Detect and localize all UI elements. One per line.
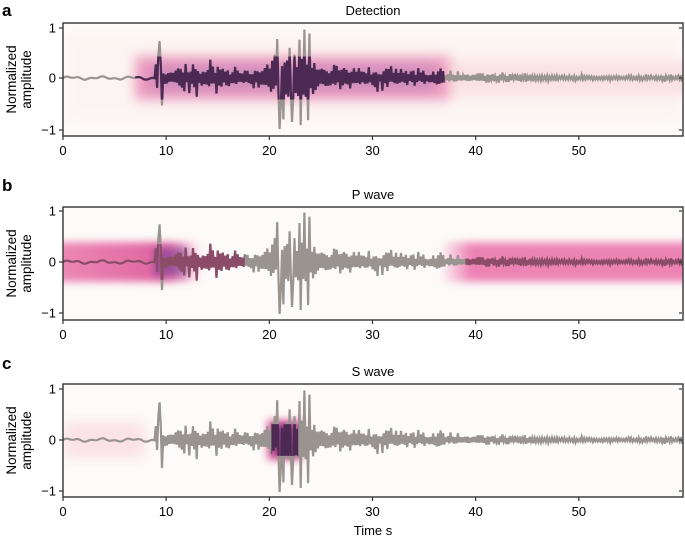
x-tick-label: 20 <box>262 143 276 158</box>
panel-letter: a <box>2 1 12 20</box>
y-tick-label: 1 <box>49 204 56 219</box>
y-tick-label: −1 <box>41 484 56 499</box>
y-axis-label-line2: amplitude <box>19 50 34 109</box>
x-tick-label: 30 <box>365 504 379 519</box>
y-tick-label: 1 <box>49 382 56 397</box>
panel-title: Detection <box>346 3 401 18</box>
x-tick-label: 10 <box>159 327 173 342</box>
x-tick-label: 0 <box>59 504 66 519</box>
x-tick-label: 50 <box>572 143 586 158</box>
y-axis-label-line2: amplitude <box>19 234 34 293</box>
x-tick-label: 20 <box>262 327 276 342</box>
waveform-line <box>63 390 683 493</box>
y-tick-label: 0 <box>49 71 56 86</box>
x-tick-label: 0 <box>59 327 66 342</box>
panel-letter: c <box>2 354 11 373</box>
y-tick-label: 0 <box>49 255 56 270</box>
y-tick-label: 1 <box>49 21 56 36</box>
x-tick-label: 40 <box>468 143 482 158</box>
x-tick-label: 30 <box>365 327 379 342</box>
x-tick-label: 40 <box>468 327 482 342</box>
y-tick-label: −1 <box>41 306 56 321</box>
y-tick-label: 0 <box>49 433 56 448</box>
x-tick-label: 40 <box>468 504 482 519</box>
y-axis-label-line2: amplitude <box>19 411 34 470</box>
panel-title: P wave <box>352 187 394 202</box>
panel-letter: b <box>2 176 12 195</box>
x-tick-label: 10 <box>159 143 173 158</box>
x-tick-label: 10 <box>159 504 173 519</box>
x-tick-label: 0 <box>59 143 66 158</box>
x-axis-label: Time s <box>354 523 393 538</box>
waveform-highlighted <box>135 56 445 100</box>
y-axis-label: Normalized <box>4 229 19 297</box>
x-tick-label: 20 <box>262 504 276 519</box>
panel-title: S wave <box>352 364 395 379</box>
x-tick-label: 50 <box>572 327 586 342</box>
x-tick-label: 50 <box>572 504 586 519</box>
y-axis-label: Normalized <box>4 45 19 113</box>
y-tick-label: −1 <box>41 123 56 138</box>
x-tick-label: 30 <box>365 143 379 158</box>
y-axis-label: Normalized <box>4 406 19 474</box>
